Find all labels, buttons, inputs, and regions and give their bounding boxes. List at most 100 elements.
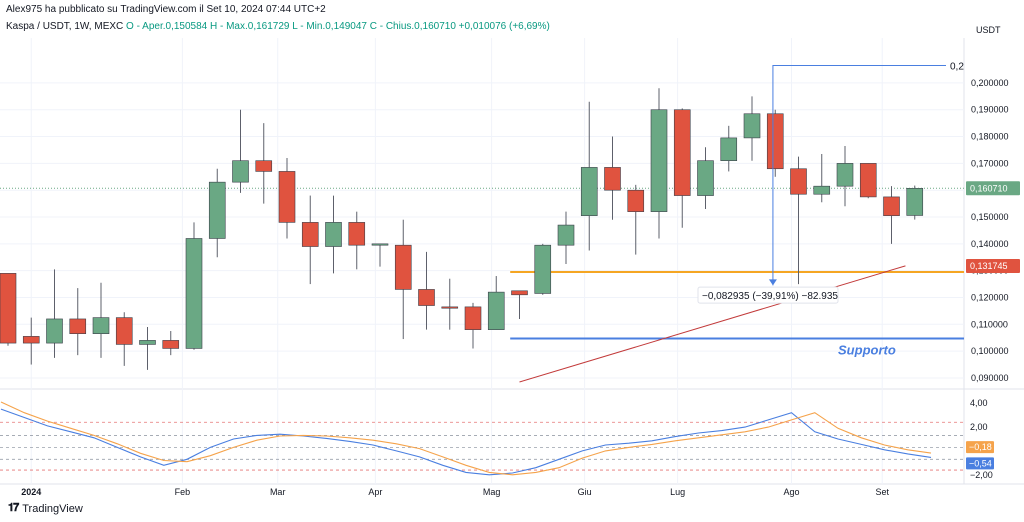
time-axis-label: Apr: [368, 487, 382, 497]
candle-body: [836, 163, 854, 187]
candle-2024-05-27: [511, 290, 528, 319]
osc-tick-label: −2,00: [970, 470, 993, 480]
osc-value-badge: [966, 457, 994, 470]
candle-2024-03-18: [278, 158, 296, 239]
candle-2024-06-24: [604, 136, 621, 220]
candle-body: [883, 196, 900, 216]
candle-2024-06-03: [534, 243, 552, 295]
tradingview-logo-icon: 𝟏𝟕: [8, 502, 19, 514]
top-marker-label: 0,2: [950, 61, 964, 72]
candle-body: [185, 238, 203, 349]
candle-body: [534, 244, 552, 294]
candle-2024-01-01: [22, 317, 40, 365]
time-axis-label: Set: [875, 487, 889, 497]
candle-2024-05-13: [464, 302, 482, 349]
candle-body: [697, 160, 714, 196]
candle-body: [580, 167, 598, 216]
candle-2024-02-26: [208, 168, 226, 258]
candle-2024-07-01: [627, 184, 645, 255]
price-axis-badge-text: 0,160710: [970, 183, 1008, 193]
price-tick-label: 0,150000: [971, 212, 1009, 222]
candle-body: [208, 181, 226, 239]
support-label: Supporto: [838, 343, 896, 358]
candle-2024-04-08: [348, 211, 366, 270]
candle-body: [255, 160, 273, 172]
candle-2024-02-05: [139, 326, 156, 370]
measure-label-box: [697, 286, 839, 304]
candle-body: [139, 340, 156, 345]
osc-value-badge: [966, 441, 994, 454]
candle-body: [46, 318, 63, 344]
currency-label: USDT: [976, 25, 1001, 35]
candle-body: [162, 340, 180, 349]
candle-body: [766, 113, 784, 170]
candle-body: [743, 113, 761, 139]
candle-2024-08-05: [743, 96, 761, 161]
candle-body: [418, 289, 435, 306]
candle-2024-03-04: [232, 109, 249, 193]
candle-body: [0, 273, 17, 344]
candle-body: [394, 244, 412, 290]
candle-2024-06-10: [557, 211, 575, 264]
osc-value-badge-text: −0,54: [969, 458, 992, 468]
candle-body: [557, 224, 575, 246]
time-axis-label: Mag: [483, 487, 501, 497]
footer: 𝟏𝟕 TradingView: [8, 502, 83, 515]
candle-body: [627, 189, 645, 212]
footer-brand: TradingView: [22, 502, 83, 515]
symbol-name: Kaspa / USDT, 1W, MEXC: [6, 21, 124, 32]
price-tick-label: 0,090000: [971, 373, 1009, 383]
trend-line: [519, 265, 906, 383]
price-tick-label: 0,100000: [971, 346, 1009, 356]
candle-body: [604, 167, 621, 191]
candle-body: [487, 291, 505, 330]
price-tick-label: 0,180000: [971, 132, 1009, 142]
candle-2024-01-29: [115, 312, 133, 366]
candle-body: [301, 222, 319, 247]
candle-body: [348, 222, 366, 246]
candle-body: [813, 185, 831, 195]
price-tick-label: 0,200000: [971, 78, 1009, 88]
candle-2024-03-25: [301, 195, 319, 285]
candle-body: [371, 243, 389, 246]
candle-body: [232, 160, 249, 183]
candle-2024-01-22: [92, 282, 110, 358]
time-axis-label: Feb: [175, 487, 191, 497]
candle-2024-04-22: [394, 219, 412, 340]
price-tick-label: 0,110000: [971, 319, 1008, 329]
candle-2024-04-15: [371, 243, 389, 267]
osc-tick-label: 4,00: [970, 398, 988, 408]
candle-2024-04-29: [418, 251, 435, 330]
osc-value-badge-text: −0,18: [969, 442, 992, 452]
price-tick-label: 0,170000: [971, 158, 1009, 168]
candle-body: [673, 109, 691, 196]
price-axis-badge: [966, 258, 1020, 273]
candle-2024-05-06: [441, 278, 459, 330]
time-axis-label: Mar: [270, 487, 286, 497]
candle-body: [511, 290, 528, 296]
osc-tick-label: 2,00: [970, 422, 988, 432]
candle-2024-06-17: [580, 101, 598, 251]
ohlc-values: O - Aper.0,150584 H - Max.0,161729 L - M…: [126, 21, 550, 32]
time-axis-label: 2024: [21, 487, 41, 497]
time-axis-label: Giu: [578, 487, 592, 497]
candle-body: [650, 109, 668, 212]
candle-body: [69, 318, 87, 334]
candle-body: [441, 306, 459, 309]
candle-body: [115, 317, 133, 345]
candle-2024-09-09: [859, 163, 877, 199]
candle-2024-07-15: [673, 108, 691, 228]
candle-2024-02-19: [185, 222, 203, 350]
osc-blue-line: [0, 408, 932, 476]
publish-info: Alex975 ha pubblicato su TradingView.com…: [6, 4, 326, 15]
measure-line: [772, 64, 946, 286]
price-axis-badge-text: 0,131745: [970, 261, 1008, 271]
candle-body: [22, 336, 40, 344]
candle-body: [720, 137, 738, 161]
candle-2024-01-08: [46, 269, 63, 358]
symbol-legend: Kaspa / USDT, 1W, MEXC O - Aper.0,150584…: [6, 21, 550, 32]
candle-2024-07-22: [697, 147, 714, 209]
candle-body: [278, 171, 296, 223]
candle-2024-08-19: [790, 156, 807, 285]
